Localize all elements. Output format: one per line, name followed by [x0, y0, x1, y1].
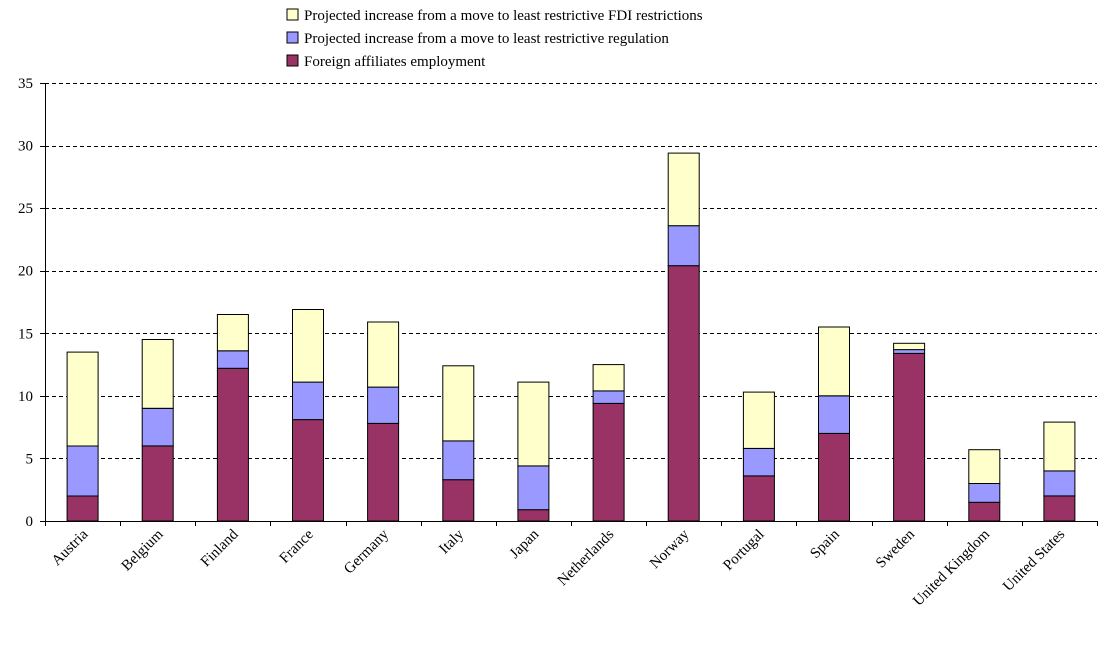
- x-tick-label: Sweden: [873, 526, 918, 571]
- y-axis-ticks: 0 5 10 15 20 25 30 35: [18, 76, 45, 530]
- bar-austria-series-2: [66, 351, 99, 447]
- bar-netherlands-series-1: [592, 390, 625, 404]
- x-tick-label: Austria: [49, 526, 92, 569]
- bar-france-series-0: [292, 419, 324, 522]
- bar-united-states-series-2: [1043, 421, 1076, 472]
- gridlines: [45, 83, 1097, 459]
- bar-netherlands-series-0: [592, 402, 625, 522]
- bars: [66, 152, 1076, 522]
- x-tick-label: United Kingdom: [910, 526, 993, 609]
- bar-italy-series-1: [442, 440, 475, 481]
- bar-norway-series-2: [667, 152, 700, 227]
- bar-italy-series-2: [442, 365, 475, 442]
- bar-spain-series-0: [818, 432, 850, 522]
- bar-belgium-series-2: [141, 339, 174, 409]
- bar-spain-series-1: [818, 395, 850, 434]
- bar-france-series-2: [292, 309, 324, 383]
- y-tick-label: 0: [26, 514, 34, 530]
- x-axis-ticks: Austria Belgium Finland France Germany Italy J…: [49, 526, 1069, 609]
- x-tick-label: Portugal: [720, 527, 767, 574]
- bar-united-kingdom-series-1: [968, 483, 1001, 503]
- bar-japan-series-2: [517, 381, 550, 467]
- y-tick-label: 30: [18, 139, 33, 155]
- y-tick-label: 10: [18, 389, 33, 405]
- bar-norway-series-0: [667, 265, 700, 522]
- x-tick-label: Netherlands: [555, 526, 618, 589]
- bar-belgium-series-1: [141, 407, 174, 447]
- x-tick-label: Finland: [198, 526, 242, 570]
- bar-germany-series-0: [367, 422, 400, 522]
- y-tick-label: 5: [26, 451, 34, 467]
- bar-france-series-1: [292, 381, 324, 421]
- legend-label: Projected increase from a move to least …: [304, 8, 703, 24]
- x-tick-label: France: [277, 526, 317, 566]
- bar-united-states-series-0: [1043, 495, 1076, 522]
- x-tick-label: Spain: [807, 526, 843, 562]
- bar-portugal-series-1: [742, 447, 775, 477]
- y-tick-label: 15: [18, 326, 33, 342]
- bar-sweden-series-2: [893, 342, 926, 351]
- x-tick-label: Belgium: [119, 526, 167, 574]
- bar-spain-series-2: [818, 326, 850, 397]
- bar-united-states-series-1: [1043, 470, 1076, 497]
- y-tick-label: 20: [18, 264, 33, 280]
- axes: [45, 83, 1098, 526]
- bar-norway-series-1: [667, 225, 700, 267]
- bar-sweden-series-1: [893, 349, 926, 354]
- bar-united-kingdom-series-2: [968, 449, 1001, 485]
- bar-sweden-series-0: [893, 352, 926, 522]
- bar-germany-series-2: [367, 321, 400, 388]
- bar-finland-series-2: [216, 314, 249, 352]
- legend-swatch: [286, 31, 299, 44]
- bar-belgium-series-0: [141, 445, 174, 522]
- x-tick-label: Italy: [436, 526, 467, 557]
- bar-portugal-series-2: [742, 391, 775, 449]
- x-tick-label: United States: [1000, 526, 1068, 594]
- bar-germany-series-1: [367, 386, 400, 424]
- legend-label: Projected increase from a move to least …: [304, 31, 669, 47]
- bar-japan-series-1: [517, 465, 550, 511]
- y-tick-label: 35: [18, 76, 33, 92]
- x-tick-label: Germany: [341, 526, 392, 577]
- bar-united-kingdom-series-0: [968, 501, 1001, 522]
- legend-swatch: [286, 8, 299, 21]
- bar-portugal-series-0: [742, 475, 775, 522]
- y-tick-label: 25: [18, 201, 33, 217]
- bar-finland-series-0: [216, 367, 249, 522]
- bar-austria-series-1: [66, 445, 99, 497]
- x-tick-label: Norway: [647, 526, 693, 572]
- legend-label: Foreign affiliates employment: [304, 54, 486, 70]
- legend-swatch: [286, 54, 299, 67]
- bar-austria-series-0: [66, 495, 99, 522]
- bar-netherlands-series-2: [592, 364, 625, 392]
- chart-legend: Projected increase from a move to least …: [286, 8, 703, 70]
- bar-italy-series-0: [442, 479, 475, 522]
- bar-finland-series-1: [216, 350, 249, 369]
- x-tick-label: Japan: [507, 526, 543, 562]
- bar-japan-series-0: [517, 509, 550, 522]
